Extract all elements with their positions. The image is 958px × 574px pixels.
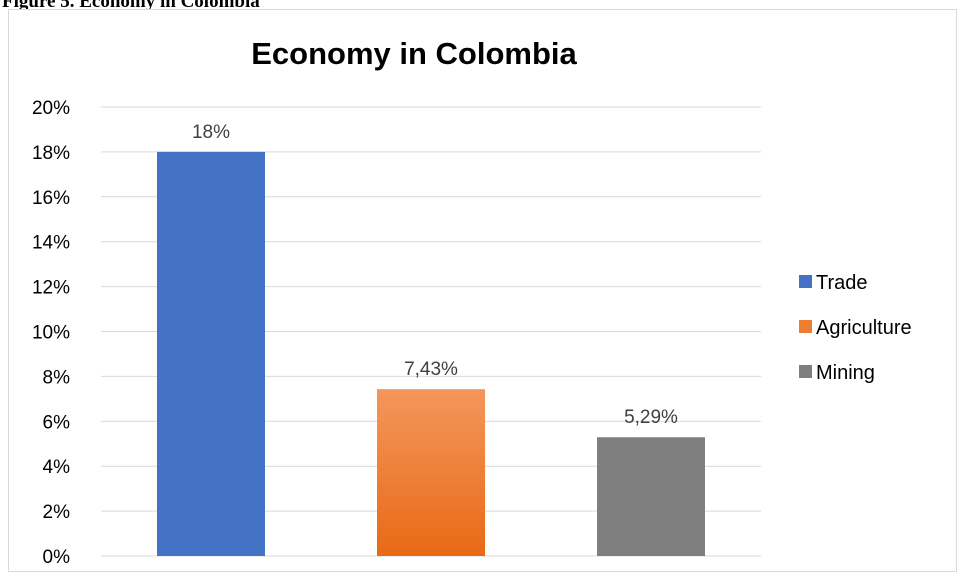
- y-tick-label: 18%: [32, 143, 70, 164]
- legend-swatch-mining: [799, 365, 812, 378]
- bars: [157, 151, 705, 556]
- y-tick-label: 2%: [43, 502, 71, 523]
- y-tick-label: 12%: [32, 278, 70, 299]
- data-label-mining: 5,29%: [624, 407, 678, 428]
- legend-swatch-agriculture: [799, 320, 812, 333]
- y-axis-ticks: 0% 2% 4% 6% 8% 10% 12% 14% 16% 18% 20%: [32, 98, 70, 568]
- y-tick-label: 0%: [43, 547, 71, 568]
- legend-swatch-trade: [799, 275, 812, 288]
- bar-agriculture: [377, 389, 485, 556]
- chart-frame: Economy in Colombia 0% 2% 4% 6% 8% 10% 12% 14% 1…: [8, 9, 957, 572]
- data-label-agriculture: 7,43%: [404, 359, 458, 380]
- y-tick-label: 8%: [43, 367, 71, 388]
- y-tick-label: 4%: [43, 457, 71, 478]
- y-tick-label: 20%: [32, 98, 70, 119]
- bar-mining: [597, 437, 705, 556]
- legend: Trade Agriculture Mining: [799, 272, 912, 384]
- bar-chart: Economy in Colombia 0% 2% 4% 6% 8% 10% 12% 14% 1…: [32, 36, 912, 568]
- legend-label-mining: Mining: [816, 362, 875, 384]
- bar-trade: [157, 151, 265, 556]
- legend-label-agriculture: Agriculture: [816, 317, 912, 339]
- data-labels: 18% 7,43% 5,29%: [192, 122, 678, 428]
- y-tick-label: 6%: [43, 412, 71, 433]
- y-tick-label: 16%: [32, 188, 70, 209]
- y-tick-label: 10%: [32, 323, 70, 344]
- chart-title: Economy in Colombia: [251, 36, 577, 71]
- y-tick-label: 14%: [32, 233, 70, 254]
- legend-label-trade: Trade: [816, 272, 868, 294]
- data-label-trade: 18%: [192, 122, 230, 143]
